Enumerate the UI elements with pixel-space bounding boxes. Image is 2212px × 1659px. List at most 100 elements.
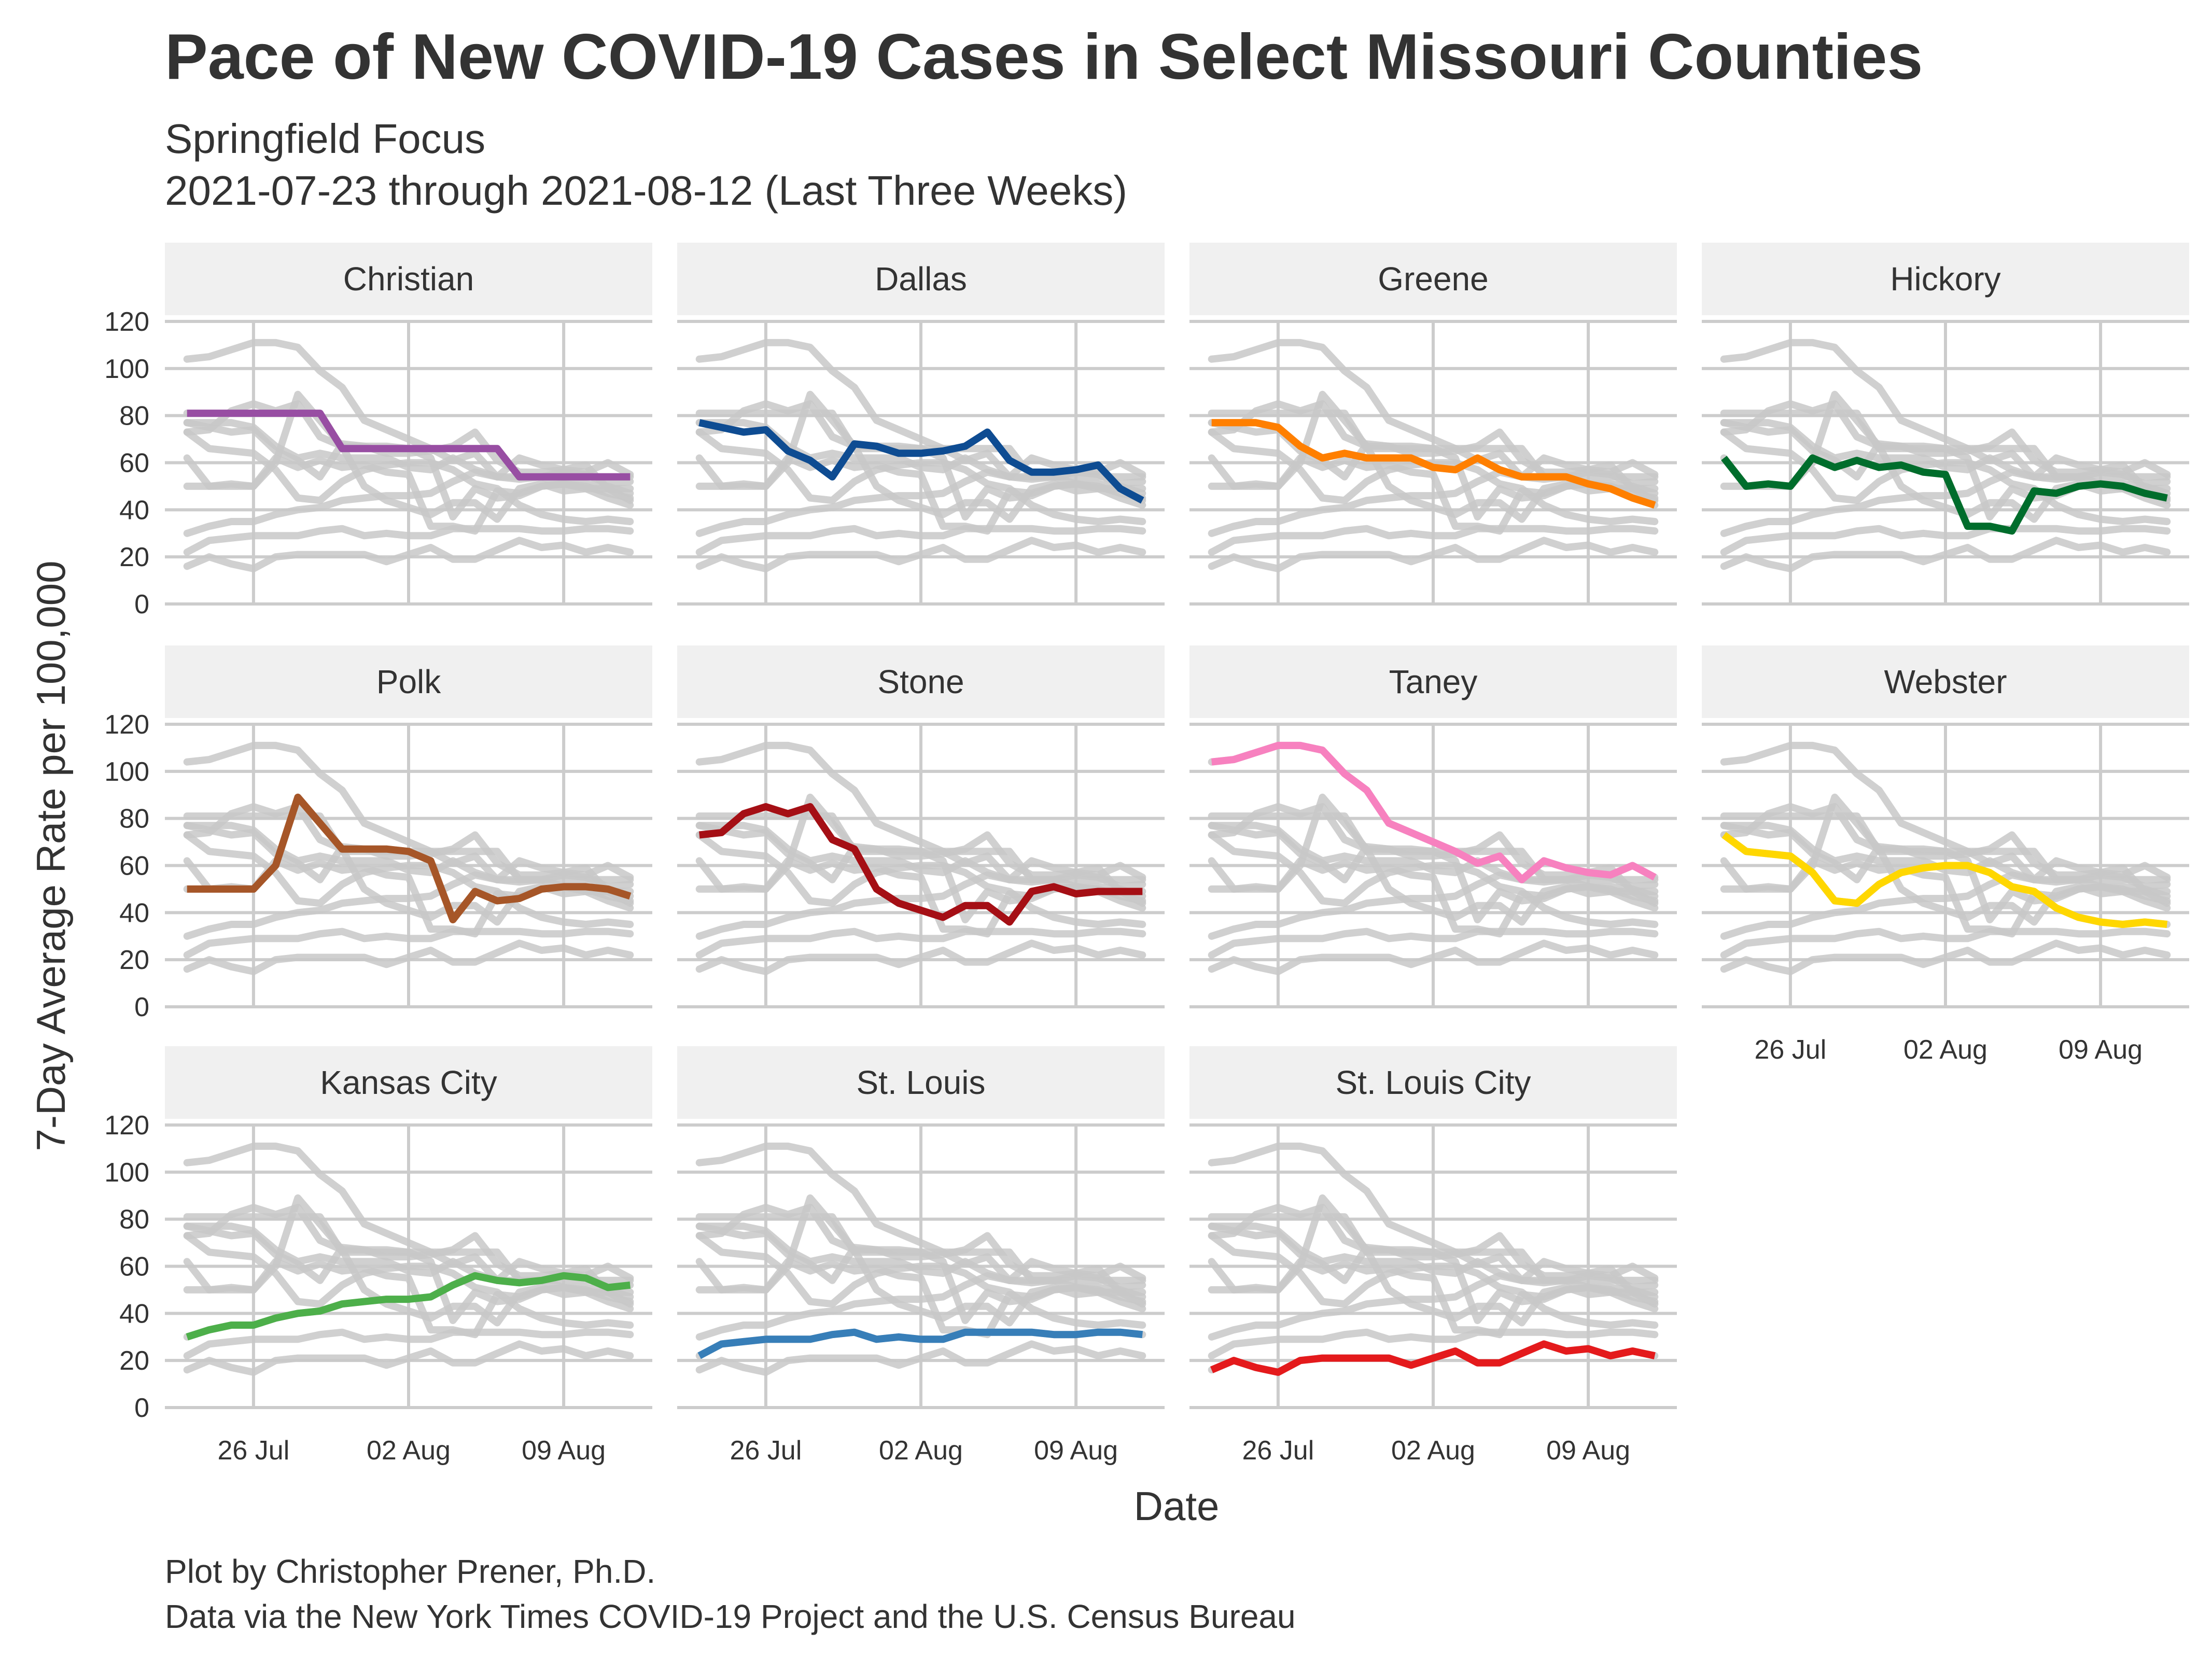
strip-label-hickory: Hickory — [1890, 260, 2000, 298]
background-line-polk — [1208, 793, 1659, 923]
background-line-polk — [1208, 1194, 1659, 1324]
y-tick-label: 0 — [134, 1393, 149, 1423]
x-tick-label: 09 Aug — [2059, 1035, 2143, 1065]
x-tick-label: 02 Aug — [1391, 1436, 1475, 1466]
panel-stone: Stone — [677, 645, 1165, 1008]
x-tick-label: 02 Aug — [879, 1436, 963, 1466]
background-line-taney — [695, 1142, 1146, 1284]
background-line-kansas-city — [695, 871, 1146, 940]
strip-header — [1702, 243, 2189, 315]
series-line-kansas-city — [186, 1272, 631, 1341]
background-line-st-louis — [183, 1328, 634, 1360]
chart-subtitle-line-2: 2021-07-23 through 2021-08-12 (Last Thre… — [165, 167, 1127, 214]
y-tick-label: 40 — [119, 898, 149, 928]
x-tick-label: 26 Jul — [1755, 1035, 1827, 1065]
facet-panels: Christian 0 20 40 60 80 100 120 Dallas Greene Hick… — [104, 243, 2189, 1466]
background-line-stone — [1208, 400, 1659, 523]
y-tick-label: 100 — [104, 354, 149, 384]
background-line-taney — [695, 741, 1146, 883]
background-line-st-louis-city — [1720, 939, 2171, 975]
strip-label-christian: Christian — [343, 260, 474, 298]
y-tick-label: 120 — [104, 307, 149, 337]
background-line-taney — [1720, 741, 2171, 883]
background-line-st-louis — [1208, 927, 1659, 959]
background-line-st-louis-city — [183, 1340, 634, 1376]
background-line-kansas-city — [1208, 871, 1659, 940]
y-tick-label: 60 — [119, 448, 149, 479]
caption-line-1: Plot by Christopher Prener, Ph.D. — [165, 1553, 655, 1590]
strip-label-dallas: Dallas — [875, 260, 967, 298]
x-tick-label: 09 Aug — [1034, 1436, 1118, 1466]
y-tick-label: 100 — [104, 757, 149, 787]
x-tick-label: 02 Aug — [1903, 1035, 1987, 1065]
y-tick-label: 20 — [119, 542, 149, 572]
background-line-webster — [1208, 831, 1659, 928]
x-tick-label: 26 Jul — [730, 1436, 802, 1466]
background-line-st-louis-city — [183, 939, 634, 975]
strip-label-st-louis: St. Louis — [856, 1064, 985, 1101]
background-line-st-louis-city — [183, 537, 634, 572]
strip-label-greene: Greene — [1378, 260, 1488, 298]
background-line-stone — [1208, 1204, 1659, 1327]
background-line-stone — [183, 803, 634, 926]
strip-label-stone: Stone — [877, 663, 964, 700]
background-line-kansas-city — [1720, 468, 2171, 537]
background-line-taney — [183, 741, 634, 883]
background-line-webster — [1208, 1232, 1659, 1329]
background-line-kansas-city — [183, 871, 634, 940]
background-line-taney — [183, 1142, 634, 1284]
panel-webster: Webster 26 Jul 02 Aug 09 Aug — [1702, 645, 2189, 1065]
strip-label-webster: Webster — [1884, 663, 2007, 700]
strip-header — [677, 645, 1165, 718]
background-line-st-louis — [695, 927, 1146, 959]
chart-title: Pace of New COVID-19 Cases in Select Mis… — [165, 21, 1923, 93]
background-line-st-louis-city — [695, 537, 1146, 572]
background-line-st-louis — [183, 927, 634, 959]
y-tick-label: 40 — [119, 1299, 149, 1329]
x-tick-label: 09 Aug — [1546, 1436, 1630, 1466]
background-line-st-louis — [1208, 525, 1659, 556]
background-line-st-louis — [695, 525, 1146, 556]
x-tick-label: 26 Jul — [218, 1436, 290, 1466]
y-tick-label: 60 — [119, 1252, 149, 1282]
background-line-kansas-city — [1208, 468, 1659, 537]
background-line-polk — [695, 390, 1146, 521]
panel-greene: Greene — [1189, 243, 1677, 606]
background-line-webster — [183, 428, 634, 525]
strip-header — [677, 243, 1165, 315]
panel-polk: Polk 0 20 40 60 80 100 120 — [104, 645, 652, 1022]
series-line-greene — [1211, 419, 1656, 509]
background-line-st-louis-city — [695, 939, 1146, 975]
background-line-stone — [695, 1204, 1146, 1327]
background-line-webster — [1208, 428, 1659, 525]
series-line-stone — [698, 803, 1143, 926]
series-line-taney — [1211, 741, 1657, 883]
panel-st-louis-city: St. Louis City 26 Jul 02 Aug 09 Aug — [1189, 1046, 1677, 1466]
panel-hickory: Hickory — [1702, 243, 2189, 606]
background-line-st-louis-city — [1208, 939, 1659, 975]
chart-subtitle-line-1: Springfield Focus — [165, 116, 485, 162]
background-line-stone — [183, 1204, 634, 1327]
y-tick-label: 0 — [134, 589, 149, 620]
x-tick-label: 26 Jul — [1242, 1436, 1314, 1466]
background-line-st-louis-city — [1208, 537, 1659, 572]
background-line-kansas-city — [695, 1272, 1146, 1341]
y-axis-title: 7-Day Average Rate per 100,000 — [28, 561, 74, 1151]
background-line-st-louis — [1720, 927, 2171, 959]
x-tick-label: 09 Aug — [522, 1436, 606, 1466]
background-line-stone — [1720, 400, 2171, 523]
y-tick-label: 0 — [134, 992, 149, 1022]
series-line-christian — [187, 410, 631, 481]
background-line-webster — [695, 1232, 1146, 1329]
background-line-kansas-city — [1208, 1272, 1659, 1341]
strip-header — [1702, 645, 2189, 718]
background-line-st-louis — [183, 525, 634, 556]
background-line-st-louis-city — [1720, 537, 2171, 572]
series-line-st-louis-city — [1210, 1340, 1656, 1376]
background-line-stone — [183, 400, 634, 523]
y-tick-label: 80 — [119, 804, 149, 834]
background-line-polk — [695, 1194, 1146, 1324]
background-line-taney — [1720, 339, 2171, 481]
background-line-taney — [1208, 339, 1659, 481]
series-line-webster — [1721, 832, 2168, 928]
